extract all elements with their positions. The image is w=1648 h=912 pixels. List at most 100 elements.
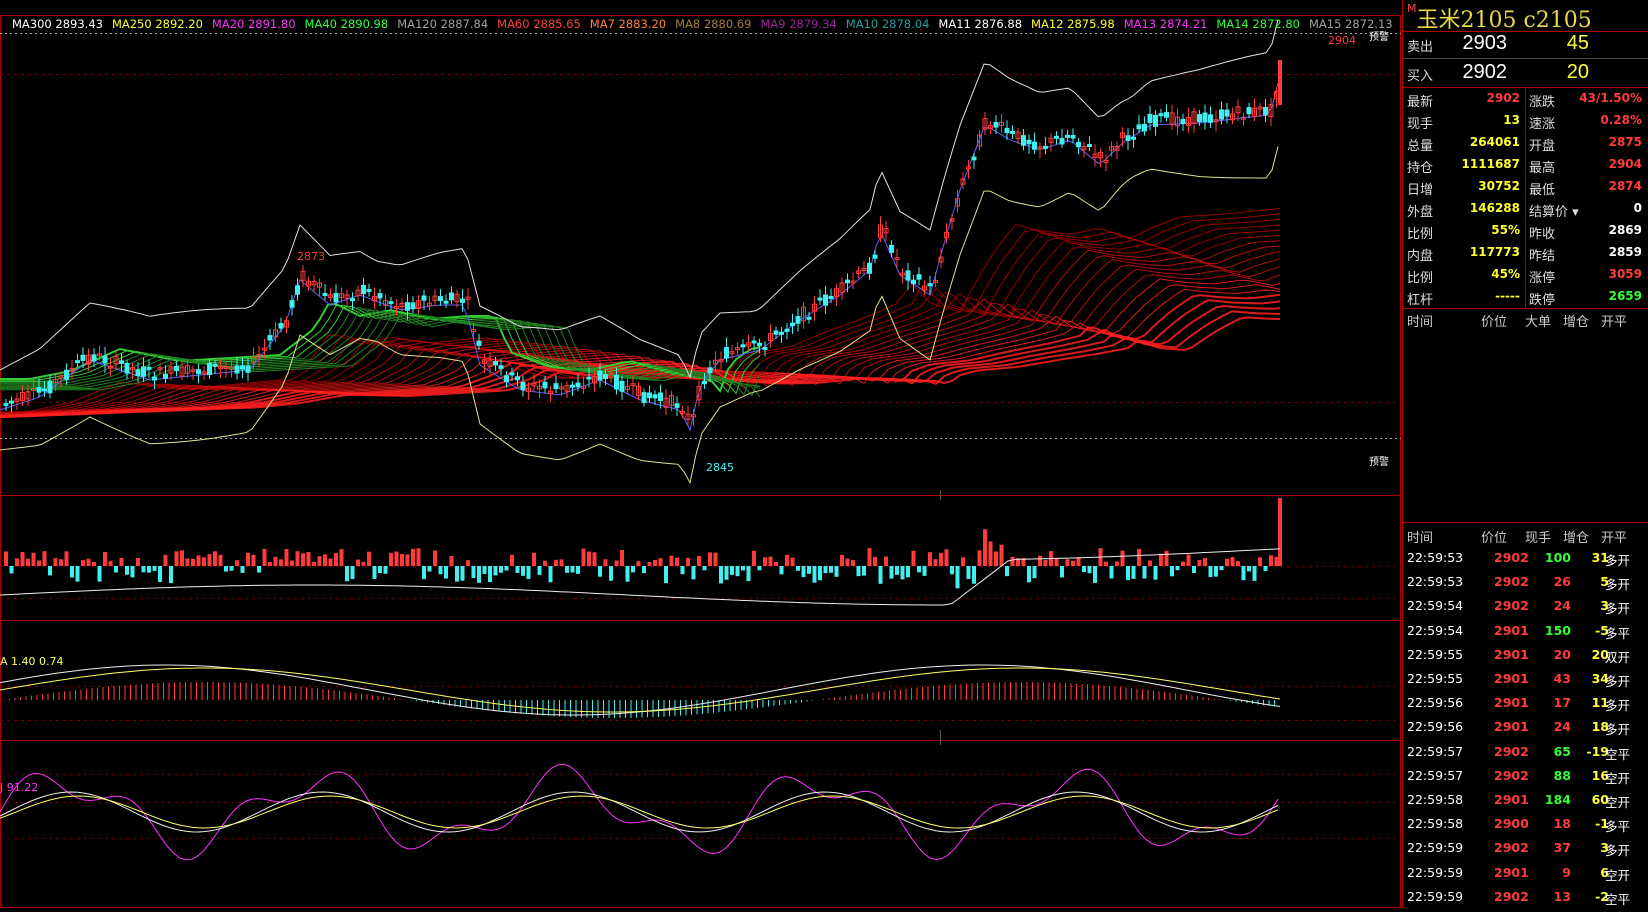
alert-label-bottom[interactable]: 预警	[1369, 457, 1389, 468]
tick-time: 22:59:53	[1407, 574, 1464, 590]
candle-body	[1208, 114, 1213, 123]
ask-label: 卖出	[1407, 40, 1434, 55]
macd-label: A 1.40 0.74	[0, 655, 64, 668]
candle-body	[1103, 160, 1109, 164]
candle-body	[922, 285, 927, 291]
candle-body	[608, 373, 614, 379]
candle-body	[295, 285, 300, 295]
candle-body	[553, 383, 559, 390]
volume-bar	[103, 552, 107, 566]
tick-row[interactable]: 22:59:54 2902 24 3 多开	[1403, 594, 1648, 618]
volume-bar	[906, 566, 910, 578]
volume-bar	[411, 548, 415, 566]
stat-key: 外盘	[1407, 205, 1434, 220]
chart-canvas[interactable]	[0, 0, 1402, 908]
candle-body	[86, 354, 91, 365]
alert-label-top[interactable]: 预警	[1369, 32, 1389, 43]
volume-bar	[20, 552, 25, 566]
bid-row[interactable]: 买入 2902 20	[1403, 60, 1648, 86]
volume-bar	[482, 566, 487, 574]
swing-high-mark: 2873	[297, 250, 325, 263]
tick-row[interactable]: 22:59:56 2901 17 11 多开	[1403, 691, 1648, 715]
tick-time: 22:59:55	[1407, 671, 1464, 686]
candle-body	[740, 344, 746, 348]
volume-bar	[1181, 561, 1185, 566]
candle-body	[795, 316, 801, 324]
candle-body	[1021, 135, 1026, 146]
volume-bar	[114, 566, 118, 573]
candle-body	[872, 254, 878, 259]
candle-body	[339, 293, 344, 298]
volume-bar	[279, 559, 283, 566]
tick-row[interactable]: 22:59:58 2901 184 60 空开	[1403, 788, 1648, 812]
candle-body	[1186, 117, 1191, 126]
tick-row[interactable]: 22:59:55 2901 20 20 双开	[1403, 643, 1648, 667]
divider	[1403, 87, 1648, 88]
volume-bar	[218, 554, 223, 566]
tick-row[interactable]: 22:59:59 2901 9 6 空开	[1403, 861, 1648, 885]
candle-body	[537, 385, 542, 390]
volume-bar	[301, 553, 305, 566]
tick-row[interactable]: 22:59:59 2902 37 3 多开	[1403, 836, 1648, 860]
candle-body	[471, 329, 476, 333]
volume-bar	[1087, 566, 1092, 574]
candle-body	[773, 330, 779, 335]
candle-body	[905, 270, 911, 281]
tick-row[interactable]: 22:59:56 2901 24 18 多开	[1403, 715, 1648, 739]
volume-bar	[845, 558, 850, 566]
tick-volume: 18	[1553, 816, 1571, 832]
column-header: 增仓	[1563, 315, 1590, 330]
volume-bar	[510, 554, 514, 566]
tick-row[interactable]: 22:59:58 2900 18 -1 多平	[1403, 812, 1648, 836]
ma-line	[0, 258, 1281, 416]
tick-row[interactable]: 22:59:53 2902 100 31 多开	[1403, 546, 1648, 570]
candle-body	[267, 335, 273, 341]
volume-bar	[1252, 566, 1257, 581]
tick-row[interactable]: 22:59:59 2902 13 -2 空平	[1403, 885, 1648, 909]
stat-9-left: 杠杆 -----	[1403, 286, 1526, 308]
stat-key: 总量	[1407, 139, 1434, 154]
candle-body	[526, 387, 531, 392]
volume-bar	[1230, 557, 1235, 566]
tick-open-interest: 6	[1600, 864, 1609, 880]
ask-row[interactable]: 卖出 2903 45	[1403, 31, 1648, 57]
volume-bar	[818, 566, 822, 581]
candle-body	[91, 354, 97, 361]
volume-bar	[59, 559, 63, 566]
candle-body	[1048, 137, 1054, 143]
tick-row[interactable]: 22:59:57 2902 65 -19 空平	[1403, 740, 1648, 764]
volume-bar	[477, 566, 481, 583]
volume-bar	[416, 548, 421, 566]
tick-price: 2901	[1494, 671, 1529, 686]
stat-1-right: 速涨 0.28%	[1525, 110, 1648, 132]
tick-row[interactable]: 22:59:57 2902 88 16 空开	[1403, 764, 1648, 788]
volume-bar	[972, 566, 976, 584]
ma-label: MA10 2878.04	[845, 17, 930, 31]
volume-bar	[1120, 550, 1125, 566]
tick-type: 多开	[1605, 722, 1631, 738]
candle-body	[482, 359, 487, 364]
candle-body	[1219, 109, 1224, 120]
candle-body	[509, 372, 515, 376]
tick-open-interest: 3	[1600, 840, 1609, 856]
ma-label: MA13 2874.21	[1123, 17, 1208, 31]
tick-type: 空开	[1605, 867, 1631, 883]
volume-bar	[1203, 558, 1207, 566]
tick-row[interactable]: 22:59:55 2901 43 34 多开	[1403, 667, 1648, 691]
volume-bar	[1021, 558, 1026, 566]
candle-body	[108, 365, 113, 369]
stat-key: 杠杆	[1407, 293, 1434, 308]
tick-row[interactable]: 22:59:54 2901 150 -5 多平	[1403, 619, 1648, 643]
contract-title[interactable]: M玉米2105 c2105	[1407, 2, 1645, 33]
candle-body	[234, 365, 240, 374]
volume-bar	[889, 566, 894, 579]
volume-bar	[4, 551, 8, 566]
volume-bar	[422, 566, 426, 580]
volume-bar	[917, 566, 921, 573]
kline-chart-area[interactable]: MA300 2893.43 MA250 2892.20 MA20 2891.80 MA…	[0, 0, 1402, 908]
candle-body	[47, 380, 53, 394]
candle-body	[1037, 146, 1043, 150]
volume-bar	[1027, 566, 1031, 583]
tick-time: 22:59:54	[1407, 598, 1464, 614]
tick-row[interactable]: 22:59:53 2902 26 5 多开	[1403, 570, 1648, 594]
